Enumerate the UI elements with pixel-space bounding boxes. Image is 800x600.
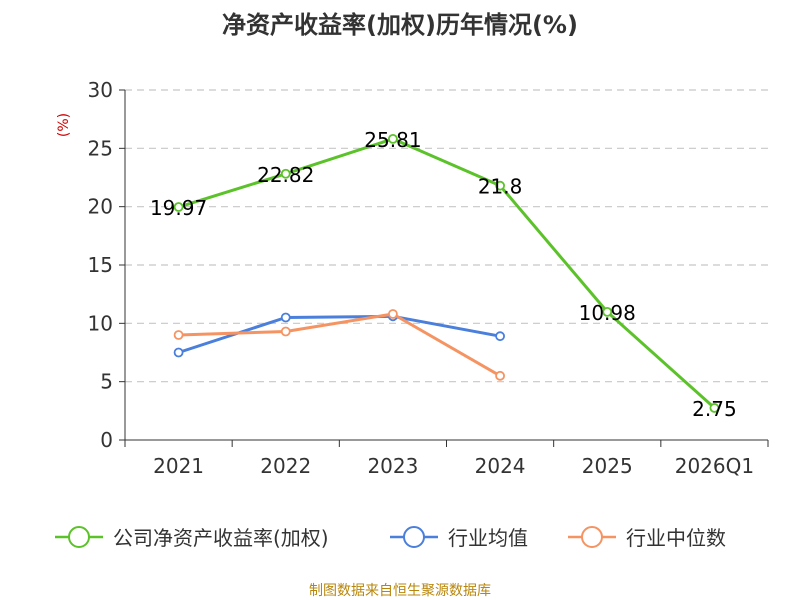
series-layer xyxy=(173,133,720,413)
data-point xyxy=(495,370,505,381)
y-tick-label: 5 xyxy=(100,370,113,394)
legend-item-0: 公司净资产收益率(加权) xyxy=(55,526,329,550)
legend-marker xyxy=(68,526,90,548)
series-line xyxy=(178,312,501,378)
legend-marker xyxy=(581,526,603,548)
data-point xyxy=(280,326,291,337)
y-tick-label: 0 xyxy=(100,428,113,452)
x-tick-label: 2022 xyxy=(260,454,311,478)
y-tick-label: 30 xyxy=(88,78,113,102)
x-tick-label: 2024 xyxy=(475,454,526,478)
chart-title: 净资产收益率(加权)历年情况(%) xyxy=(222,11,578,39)
data-label: 10.98 xyxy=(579,301,636,325)
x-tick-label: 2021 xyxy=(153,454,204,478)
data-label-layer: 19.97 22.82 25.81 21.8 10.98 2.75 xyxy=(150,128,737,421)
x-tick-label: 2023 xyxy=(367,454,418,478)
source-note: 制图数据来自恒生聚源数据库 xyxy=(309,583,491,599)
series-2 xyxy=(173,309,505,381)
data-label: 2.75 xyxy=(692,397,737,421)
data-label: 19.97 xyxy=(150,196,207,220)
y-tick-label: 10 xyxy=(88,311,113,335)
data-point xyxy=(280,312,291,323)
series-line xyxy=(178,137,716,410)
legend: 公司净资产收益率(加权) 行业均值 行业中位数 xyxy=(55,526,726,550)
y-tick-label: 25 xyxy=(88,136,113,160)
legend-label: 公司净资产收益率(加权) xyxy=(113,526,329,550)
data-point xyxy=(173,330,184,340)
legend-label: 行业中位数 xyxy=(626,526,726,550)
data-label: 21.8 xyxy=(478,175,523,199)
data-point xyxy=(602,306,613,317)
data-point xyxy=(280,168,291,179)
y-tick-label: 20 xyxy=(88,195,113,219)
data-point xyxy=(173,347,184,358)
data-label: 25.81 xyxy=(364,128,421,152)
y-axis-unit-label: (%) xyxy=(56,113,72,137)
data-point xyxy=(495,331,505,342)
data-point xyxy=(388,309,398,319)
data-point xyxy=(709,403,720,413)
y-tick-label: 15 xyxy=(88,253,113,277)
series-line xyxy=(178,314,501,354)
x-tick-label: 2025 xyxy=(582,454,633,478)
legend-item-2: 行业中位数 xyxy=(568,526,726,550)
data-label: 22.82 xyxy=(257,163,314,187)
legend-item-1: 行业均值 xyxy=(390,526,528,550)
x-tick-label: 2026Q1 xyxy=(675,454,754,478)
data-point xyxy=(388,133,398,144)
data-point xyxy=(173,202,184,212)
legend-label: 行业均值 xyxy=(448,526,528,550)
legend-marker xyxy=(403,526,425,548)
series-0 xyxy=(173,133,720,413)
data-point xyxy=(495,180,505,191)
